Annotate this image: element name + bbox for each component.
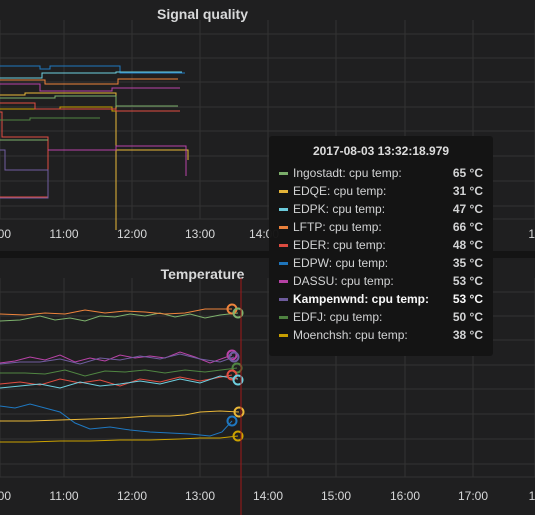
x-tick-label: 16:00 (390, 489, 420, 503)
series-line (0, 403, 233, 437)
series-color-swatch (279, 261, 288, 265)
series-color-swatch (279, 243, 288, 247)
series-line (0, 435, 239, 443)
series-line (0, 410, 240, 422)
series-value: 53 °C (452, 274, 483, 288)
series-name: EDER: cpu temp: (293, 238, 386, 252)
series-line (116, 149, 189, 160)
tooltip-row: EDPK: cpu temp: 47 °C (279, 200, 483, 218)
series-value: 38 °C (452, 328, 483, 342)
series-value: 47 °C (452, 202, 483, 216)
tooltip-row: EDFJ: cpu temp: 50 °C (279, 308, 483, 326)
series-line (0, 111, 49, 198)
tooltip-series-list: Ingostadt: cpu temp: 65 °C EDQE: cpu temp:… (279, 164, 483, 344)
tooltip-row: Kampenwnd: cpu temp: 53 °C (279, 290, 483, 308)
x-tick-label: 10:00 (0, 227, 11, 241)
hover-marker (226, 415, 238, 427)
graph-tooltip: 2017-08-03 13:32:18.979 Ingostadt: cpu t… (269, 136, 493, 356)
x-tick-label: 11:00 (49, 227, 78, 241)
x-tick-label: 11:00 (49, 489, 78, 503)
series-name: EDFJ: cpu temp: (293, 310, 383, 324)
hover-marker (232, 374, 244, 386)
panel-title[interactable]: Temperature (160, 266, 245, 282)
tooltip-row: Moenchsh: cpu temp: 38 °C (279, 326, 483, 344)
x-tick-label: 13:00 (185, 227, 215, 241)
series-line (0, 149, 49, 199)
hover-marker (232, 430, 244, 442)
x-tick-label: 18: (529, 489, 535, 503)
series-value: 53 °C (452, 292, 483, 306)
signal-quality-panel[interactable]: Signal quality 10:0011:0012:0013:0014:00… (0, 0, 535, 251)
series-color-swatch (279, 207, 288, 211)
x-tick-label: 13:00 (185, 489, 215, 503)
series-line (0, 308, 232, 316)
x-tick-label: 10:00 (0, 489, 11, 503)
x-tick-label: 17:00 (458, 489, 488, 503)
series-color-swatch (279, 297, 288, 301)
tooltip-row: LFTP: cpu temp: 66 °C (279, 218, 483, 236)
series-value: 31 °C (452, 184, 483, 198)
series-line (0, 95, 178, 107)
series-line (0, 92, 117, 230)
series-line (0, 353, 235, 365)
tooltip-timestamp: 2017-08-03 13:32:18.979 (312, 144, 450, 158)
temperature-panel[interactable]: Temperature 10:00 11:00 12:00 13:00 14:00 15:… (0, 258, 535, 515)
x-tick-label: 14:00 (253, 489, 283, 503)
series-line (0, 312, 239, 322)
tooltip-row: EDQE: cpu temp: 31 °C (279, 182, 483, 200)
hover-marker (232, 307, 244, 319)
series-line (0, 367, 238, 377)
temperature-graph[interactable]: 10:00 11:00 12:00 13:00 14:00 15:00 16:00 17:00… (0, 258, 535, 515)
series-value: 65 °C (452, 166, 483, 180)
tooltip-row: EDER: cpu temp: 48 °C (279, 236, 483, 254)
series-name: EDPW: cpu temp: (293, 256, 389, 270)
series-line (0, 375, 239, 389)
series-line (0, 71, 182, 79)
series-name: DASSU: cpu temp: (293, 274, 394, 288)
hover-marker (226, 349, 238, 361)
panel-title[interactable]: Signal quality (156, 6, 248, 22)
series-color-swatch (279, 189, 288, 193)
x-tick-label: 15:00 (321, 489, 351, 503)
tooltip-row: EDPW: cpu temp: 35 °C (279, 254, 483, 272)
series-name: EDQE: cpu temp: (293, 184, 387, 198)
hover-marker (233, 406, 245, 418)
series-name: Moenchsh: cpu temp: (293, 328, 408, 342)
series-line (48, 145, 187, 176)
series-color-swatch (279, 315, 288, 319)
series-line (0, 78, 178, 85)
series-name: LFTP: cpu temp: (293, 220, 382, 234)
tooltip-row: Ingostadt: cpu temp: 65 °C (279, 164, 483, 182)
series-name: EDPK: cpu temp: (293, 202, 386, 216)
hover-marker (228, 351, 240, 363)
tooltip-row: DASSU: cpu temp: 53 °C (279, 272, 483, 290)
series-color-swatch (279, 333, 288, 337)
x-tick-label: 18 (528, 227, 535, 241)
series-name: Ingostadt: cpu temp: (293, 166, 402, 180)
series-value: 35 °C (452, 256, 483, 270)
series-value: 50 °C (452, 310, 483, 324)
series-color-swatch (279, 225, 288, 229)
series-line (0, 102, 180, 112)
x-tick-label: 12:00 (117, 227, 147, 241)
series-line (0, 83, 180, 92)
series-color-swatch (279, 171, 288, 175)
series-line (0, 117, 100, 121)
x-tick-label: 12:00 (117, 489, 147, 503)
series-line (0, 351, 233, 364)
series-name: Kampenwnd: cpu temp: (293, 292, 430, 306)
series-value: 48 °C (452, 238, 483, 252)
series-value: 66 °C (452, 220, 483, 234)
series-color-swatch (279, 279, 288, 283)
